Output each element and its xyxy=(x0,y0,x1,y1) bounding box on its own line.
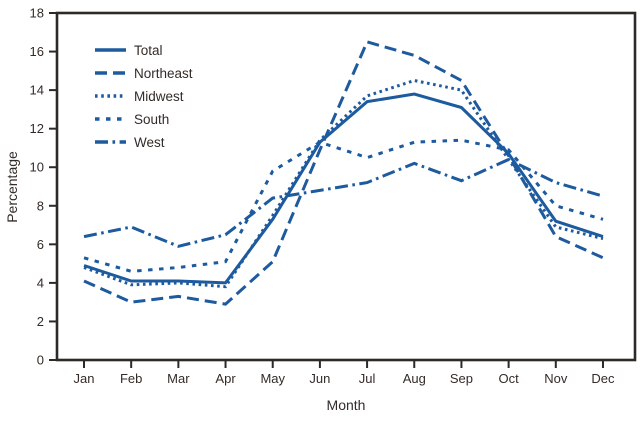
legend-label-midwest: Midwest xyxy=(134,89,184,104)
x-tick-label: Jun xyxy=(309,371,330,386)
legend-label-northeast: Northeast xyxy=(134,66,193,81)
series-line-northeast xyxy=(83,40,604,306)
y-tick-label: 14 xyxy=(30,83,44,98)
y-tick-label: 4 xyxy=(37,275,44,290)
y-tick-label: 0 xyxy=(37,353,44,368)
data-series xyxy=(83,40,604,306)
x-tick-label: Apr xyxy=(215,371,236,386)
x-tick-label: Jul xyxy=(359,371,376,386)
series-line-west xyxy=(83,157,604,248)
x-tick-label: Dec xyxy=(591,371,615,386)
y-tick-label: 18 xyxy=(30,6,44,21)
x-tick-label: Feb xyxy=(120,371,142,386)
y-tick-label: 6 xyxy=(37,237,44,252)
legend: Total Northeast Midwest South West xyxy=(95,43,193,150)
legend-label-total: Total xyxy=(134,43,163,58)
x-tick-label: Oct xyxy=(499,371,520,386)
legend-label-west: West xyxy=(134,135,165,150)
x-tick-label: Mar xyxy=(167,371,190,386)
y-tick-label: 12 xyxy=(30,121,44,136)
y-tick-label: 10 xyxy=(30,160,44,175)
series-line-south xyxy=(83,138,604,273)
x-tick-label: Nov xyxy=(544,371,568,386)
x-tick-label: Sep xyxy=(450,371,473,386)
y-tick-label: 8 xyxy=(37,198,44,213)
x-tick-label: May xyxy=(260,371,285,386)
y-axis-title: Percentage xyxy=(4,151,20,223)
x-tick-label: Jan xyxy=(74,371,95,386)
plot-border xyxy=(55,11,637,362)
series-line-total xyxy=(83,92,604,285)
y-axis-ticks: 0 2 4 6 8 10 12 14 16 18 xyxy=(30,6,57,368)
y-tick-label: 2 xyxy=(37,314,44,329)
y-tick-label: 16 xyxy=(30,44,44,59)
x-axis-ticks: Jan Feb Mar Apr May Jun Jul Aug Sep Oct Nov Dec xyxy=(74,360,615,386)
x-tick-label: Aug xyxy=(403,371,426,386)
x-axis-title: Month xyxy=(327,397,366,413)
legend-label-south: South xyxy=(134,112,169,127)
plot-frame xyxy=(55,11,637,362)
